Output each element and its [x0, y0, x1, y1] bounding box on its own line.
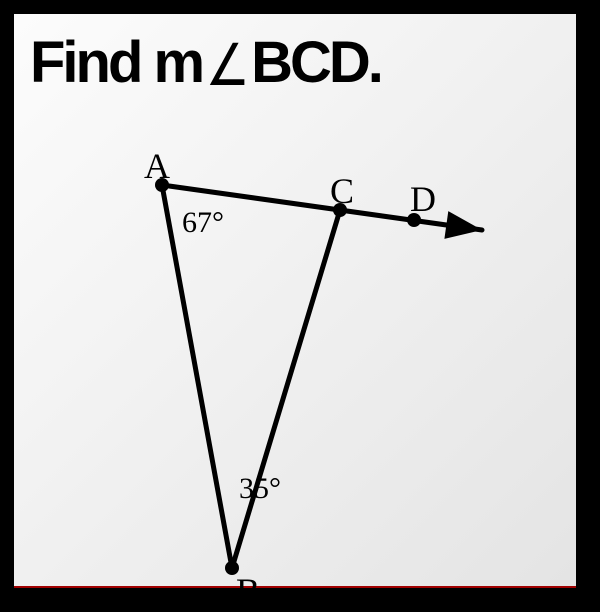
triangle-exterior-angle-diagram — [14, 14, 576, 588]
slide-card: Find m∠BCD. ABCD67°35° — [14, 14, 576, 588]
vertex-label-a: A — [144, 145, 170, 187]
vertex-label-d: D — [410, 178, 436, 220]
angle-label-b: 35° — [239, 472, 281, 506]
vertex-label-c: C — [330, 170, 354, 212]
angle-label-a: 67° — [182, 206, 224, 240]
vertex-label-b: B — [236, 570, 260, 612]
